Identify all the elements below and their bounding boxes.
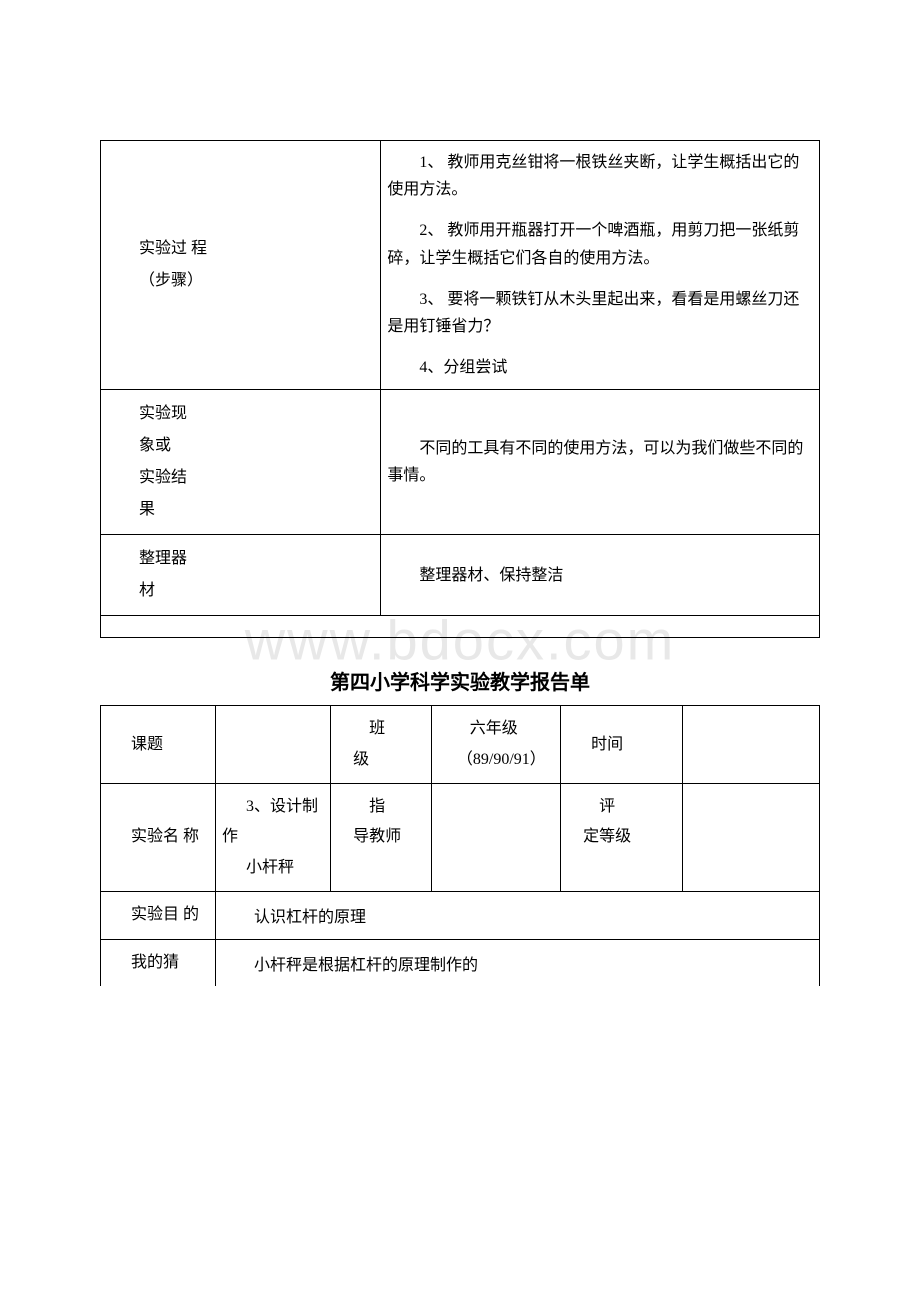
value-line: 小杆秤 [222, 853, 324, 883]
value-line: 六年级 [438, 714, 554, 744]
value-text: 小杆秤是根据杠杆的原理制作的 [222, 951, 813, 975]
class-value: 六年级 （89/90/91） [431, 706, 560, 784]
label-text: 时间 [567, 729, 676, 761]
process-label-cell: 实验过 程 （步骤） [101, 141, 381, 390]
table-row: 课题 班 级 六年级 （89/90/91） 时间 [101, 706, 820, 784]
label-line: 指 [337, 792, 425, 822]
table-row: 我的猜 小杆秤是根据杠杆的原理制作的 [101, 939, 820, 986]
result-content-cell: 不同的工具有不同的使用方法，可以为我们做些不同的事情。 [381, 390, 820, 535]
cleanup-content-cell: 整理器材、保持整洁 [381, 535, 820, 616]
label-line: 象或 [107, 430, 374, 462]
value-line: 3、设计制作 [222, 792, 324, 853]
label-line: 材 [107, 575, 374, 607]
label-line: 实验现 [107, 398, 374, 430]
value-line: （89/90/91） [438, 745, 554, 775]
purpose-label: 实验目 的 [101, 892, 216, 939]
table-row: 实验名 称 3、设计制作 小杆秤 指 导教师 评 定等级 [101, 784, 820, 892]
grade-value [683, 784, 820, 892]
step-text: 2、 教师用开瓶器打开一个啤酒瓶，用剪刀把一张纸剪碎，让学生概括它们各自的使用方… [387, 217, 813, 271]
time-value [683, 706, 820, 784]
experiment-table-2: 课题 班 级 六年级 （89/90/91） 时间 实验名 称 3、设计制作 小杆… [100, 705, 820, 986]
result-text: 不同的工具有不同的使用方法，可以为我们做些不同的事情。 [387, 435, 813, 489]
teacher-label: 指 导教师 [331, 784, 432, 892]
time-label: 时间 [561, 706, 683, 784]
label-line: 实验过 程 [107, 233, 374, 265]
cleanup-text: 整理器材、保持整洁 [387, 562, 813, 589]
label-line: 定等级 [567, 822, 676, 852]
table-row: 实验目 的 认识杠杆的原理 [101, 892, 820, 939]
step-text: 3、 要将一颗铁钉从木头里起出来，看看是用螺丝刀还是用钉锤省力？ [387, 286, 813, 340]
label-text: 课题 [107, 729, 209, 761]
result-label-cell: 实验现 象或 实验结 果 [101, 390, 381, 535]
table-row: 整理器 材 整理器材、保持整洁 [101, 535, 820, 616]
exp-name-value: 3、设计制作 小杆秤 [216, 784, 331, 892]
exp-name-label: 实验名 称 [101, 784, 216, 892]
guess-label: 我的猜 [101, 939, 216, 986]
label-text: 我的猜 [107, 948, 209, 978]
process-content-cell: 1、 教师用克丝钳将一根铁丝夹断，让学生概括出它的使用方法。 2、 教师用开瓶器… [381, 141, 820, 390]
label-line: 级 [337, 745, 425, 775]
table-row [101, 616, 820, 638]
report-title: 第四小学科学实验教学报告单 [100, 666, 820, 695]
label-line: 导教师 [337, 822, 425, 852]
teacher-value [431, 784, 560, 892]
grade-label: 评 定等级 [561, 784, 683, 892]
label-line: 班 [337, 714, 425, 744]
label-line: （步骤） [107, 265, 374, 297]
empty-cell [101, 616, 820, 638]
label-line: 整理器 [107, 543, 374, 575]
purpose-value: 认识杠杆的原理 [216, 892, 820, 939]
step-text: 4、分组尝试 [387, 354, 813, 381]
label-line: 果 [107, 494, 374, 526]
table-row: 实验现 象或 实验结 果 不同的工具有不同的使用方法，可以为我们做些不同的事情。 [101, 390, 820, 535]
label-line: 评 [567, 792, 676, 822]
experiment-table-1: 实验过 程 （步骤） 1、 教师用克丝钳将一根铁丝夹断，让学生概括出它的使用方法… [100, 140, 820, 638]
label-text: 实验目 的 [107, 900, 209, 930]
class-label: 班 级 [331, 706, 432, 784]
label-text: 实验名 称 [107, 822, 209, 852]
label-line: 实验结 [107, 462, 374, 494]
value-text: 认识杠杆的原理 [222, 903, 813, 927]
cleanup-label-cell: 整理器 材 [101, 535, 381, 616]
table-row: 实验过 程 （步骤） 1、 教师用克丝钳将一根铁丝夹断，让学生概括出它的使用方法… [101, 141, 820, 390]
topic-label: 课题 [101, 706, 216, 784]
guess-value: 小杆秤是根据杠杆的原理制作的 [216, 939, 820, 986]
step-text: 1、 教师用克丝钳将一根铁丝夹断，让学生概括出它的使用方法。 [387, 149, 813, 203]
topic-value [216, 706, 331, 784]
